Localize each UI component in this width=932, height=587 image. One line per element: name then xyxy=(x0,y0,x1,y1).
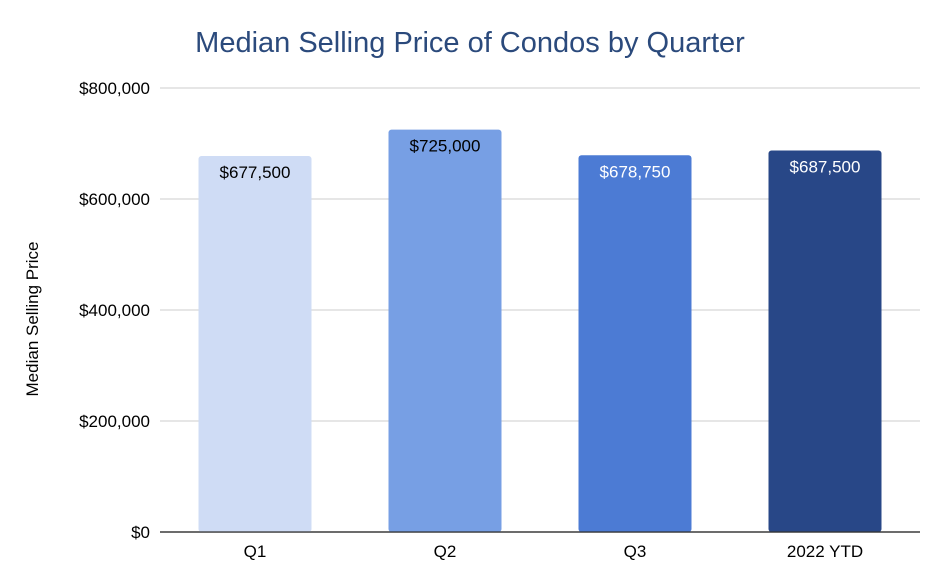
bar xyxy=(388,129,502,532)
y-tick-label: $200,000 xyxy=(79,412,150,431)
y-tick-label: $600,000 xyxy=(79,190,150,209)
y-tick-labels: $0 $200,000 $400,000 $600,000 $800,000 xyxy=(79,79,150,542)
data-label: $678,750 xyxy=(600,162,671,181)
x-tick-label: Q2 xyxy=(434,542,457,561)
bars xyxy=(198,129,882,533)
y-tick-label: $400,000 xyxy=(79,301,150,320)
bar xyxy=(578,155,692,532)
data-label: $677,500 xyxy=(220,163,291,182)
x-tick-label: Q1 xyxy=(244,542,267,561)
x-tick-label: Q3 xyxy=(624,542,647,561)
data-labels: $677,500 $725,000 $678,750 $687,500 xyxy=(220,137,861,182)
bar xyxy=(768,150,882,532)
y-axis-title: Median Selling Price xyxy=(23,242,42,397)
data-label: $725,000 xyxy=(410,137,481,156)
y-tick-label: $0 xyxy=(131,523,150,542)
y-tick-label: $800,000 xyxy=(79,79,150,98)
x-tick-label: 2022 YTD xyxy=(787,542,863,561)
x-tick-labels: Q1 Q2 Q3 2022 YTD xyxy=(160,531,920,561)
chart-title: Median Selling Price of Condos by Quarte… xyxy=(195,27,745,59)
data-label: $687,500 xyxy=(790,157,861,176)
bar xyxy=(198,155,312,533)
